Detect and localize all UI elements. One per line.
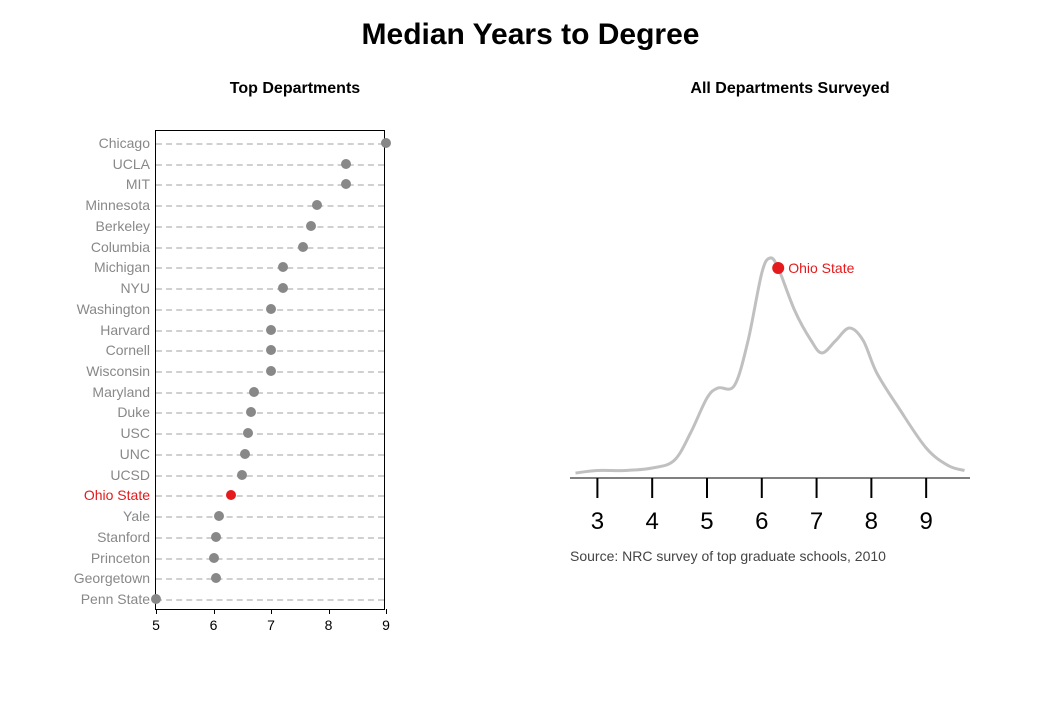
dotplot-dot — [266, 366, 276, 376]
dotplot-y-label: NYU — [120, 281, 156, 295]
dotplot-dot — [249, 387, 259, 397]
dotplot-gridline — [156, 475, 384, 477]
dotplot-dot — [312, 200, 322, 210]
dotplot-y-label: Wisconsin — [86, 364, 156, 378]
dotplot-gridline — [156, 516, 384, 518]
density-svg — [570, 98, 970, 528]
dotplot-y-label: Ohio State — [84, 488, 156, 502]
density-highlight-label: Ohio State — [788, 260, 854, 276]
dotplot-y-label: Minnesota — [85, 198, 156, 212]
dotplot-gridline — [156, 537, 384, 539]
dotplot-gridline — [156, 267, 384, 269]
dotplot-gridline — [156, 433, 384, 435]
dotplot-dot — [266, 304, 276, 314]
dotplot-y-label: Yale — [123, 509, 156, 523]
dotplot-y-label: UCLA — [113, 157, 156, 171]
dotplot-dot — [341, 159, 351, 169]
dotplot-gridline — [156, 143, 384, 145]
density-x-label: 7 — [810, 508, 823, 536]
density-x-label: 5 — [700, 508, 713, 536]
dotplot-y-label: Duke — [117, 405, 156, 419]
dotplot-y-label: Princeton — [91, 551, 156, 565]
dotplot-y-label: Penn State — [81, 592, 156, 606]
density-x-label: 8 — [865, 508, 878, 536]
density-x-label: 9 — [919, 508, 932, 536]
dotplot-x-label: 8 — [325, 609, 333, 633]
dotplot-dot — [266, 345, 276, 355]
dotplot-y-label: UNC — [120, 447, 156, 461]
density-x-label: 3 — [591, 508, 604, 536]
dotplot-dot — [214, 511, 224, 521]
dotplot-y-label: Washington — [77, 302, 156, 316]
dotplot-dot — [246, 407, 256, 417]
dotplot-y-label: Berkeley — [96, 219, 156, 233]
dotplot-box: ChicagoUCLAMITMinnesotaBerkeleyColumbiaM… — [155, 130, 385, 610]
dotplot-dot — [211, 532, 221, 542]
dotplot-gridline — [156, 558, 384, 560]
dotplot-gridline — [156, 392, 384, 394]
density-curve — [575, 258, 964, 473]
dotplot-x-label: 5 — [152, 609, 160, 633]
dotplot-dot — [209, 553, 219, 563]
dotplot-y-label: Georgetown — [74, 571, 156, 585]
right-panel: All Departments Surveyed 3 4 5 6 7 8 9 Ohio Sta… — [570, 80, 1010, 598]
dotplot-x-label: 6 — [210, 609, 218, 633]
dotplot-x-label: 7 — [267, 609, 275, 633]
dotplot-dot — [306, 221, 316, 231]
dotplot-y-label: Harvard — [100, 323, 156, 337]
dotplot-y-label: Maryland — [92, 385, 156, 399]
density-x-label: 4 — [646, 508, 659, 536]
dotplot-y-label: Chicago — [99, 136, 156, 150]
dotplot-y-label: Cornell — [106, 343, 156, 357]
dotplot-dot — [266, 325, 276, 335]
dotplot-dot — [298, 242, 308, 252]
dotplot-y-label: Columbia — [91, 240, 156, 254]
density-plot: 3 4 5 6 7 8 9 Ohio State Source: NRC survey of t… — [570, 98, 970, 598]
dotplot-dot-highlight — [226, 490, 236, 500]
dotplot-dot — [278, 262, 288, 272]
main-title: Median Years to Degree — [0, 18, 1061, 52]
dotplot-x-label: 9 — [382, 609, 390, 633]
dotplot-y-label: Stanford — [97, 530, 156, 544]
left-panel: Top Departments — [40, 80, 440, 98]
dotplot-gridline — [156, 578, 384, 580]
dotplot-dot — [240, 449, 250, 459]
dotplot-dot — [341, 179, 351, 189]
dotplot-y-label: Michigan — [94, 260, 156, 274]
dotplot-gridline — [156, 454, 384, 456]
dotplot-gridline — [156, 599, 384, 601]
density-highlight-dot — [772, 262, 784, 274]
density-x-label: 6 — [755, 508, 768, 536]
dotplot-dot — [243, 428, 253, 438]
dotplot-gridline — [156, 205, 384, 207]
dotplot-dot — [381, 138, 391, 148]
dotplot-y-label: USC — [120, 426, 156, 440]
dotplot-gridline — [156, 495, 384, 497]
dotplot-gridline — [156, 247, 384, 249]
dotplot-y-label: MIT — [126, 177, 156, 191]
dotplot-gridline — [156, 288, 384, 290]
dotplot-gridline — [156, 226, 384, 228]
dotplot-gridline — [156, 412, 384, 414]
dotplot-dot — [211, 573, 221, 583]
dotplot-y-label: UCSD — [110, 468, 156, 482]
dotplot-dot — [237, 470, 247, 480]
left-subtitle: Top Departments — [150, 80, 440, 98]
page: Median Years to Degree Top Departments C… — [0, 0, 1061, 722]
source-text: Source: NRC survey of top graduate schoo… — [570, 548, 886, 564]
right-subtitle: All Departments Surveyed — [570, 80, 1010, 98]
dotplot-dot — [278, 283, 288, 293]
dotplot-dot — [151, 594, 161, 604]
